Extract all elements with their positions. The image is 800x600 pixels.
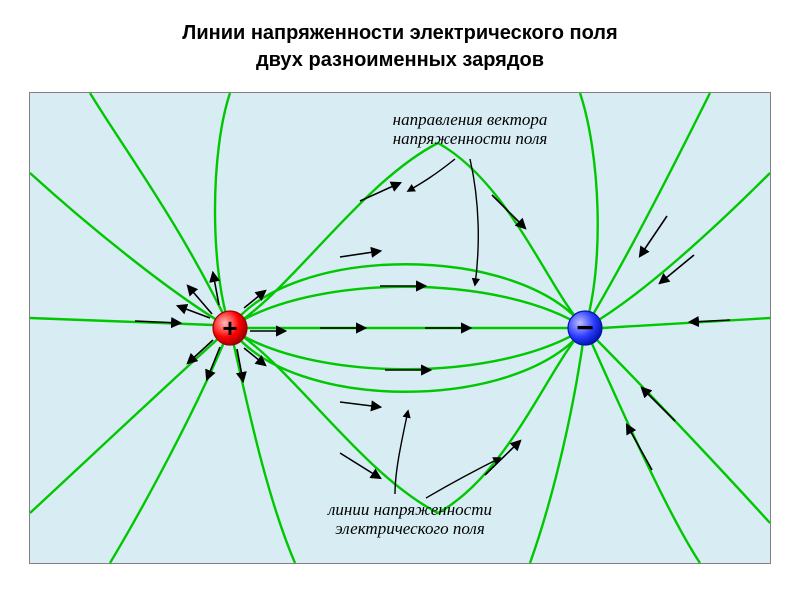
field-diagram-svg: + − направления векторанапряженности поля л… — [30, 93, 770, 563]
direction-arrow — [188, 340, 213, 363]
field-line — [580, 93, 598, 328]
direction-arrow — [340, 402, 380, 407]
annotation-pointer — [470, 159, 478, 285]
title-line1: Линии напряженности электрического поля — [182, 22, 617, 44]
field-line — [585, 328, 770, 523]
field-line — [585, 93, 710, 328]
plus-glyph: + — [222, 313, 237, 343]
field-line — [230, 328, 585, 369]
annotation-top: напряженности поля — [393, 129, 548, 148]
field-line — [30, 328, 230, 513]
field-line — [230, 328, 585, 513]
annotation-bottom: электрического поля — [335, 519, 485, 538]
annotation-pointer — [408, 159, 455, 191]
direction-arrow — [485, 441, 520, 475]
diagram-frame: + − направления векторанапряженности поля л… — [29, 92, 771, 564]
annotation-pointer — [426, 458, 500, 498]
field-line — [30, 318, 770, 328]
field-line — [110, 328, 230, 563]
direction-arrow — [642, 388, 675, 421]
direction-arrow — [627, 425, 652, 470]
direction-arrow — [207, 347, 220, 379]
direction-arrow — [340, 251, 380, 257]
title-line2: двух разноименных зарядов — [256, 49, 544, 71]
field-line — [30, 173, 230, 328]
field-line — [90, 93, 230, 328]
minus-glyph: − — [576, 312, 594, 345]
field-line — [230, 264, 585, 328]
field-line — [585, 173, 770, 328]
field-line — [585, 328, 700, 563]
annotation-top: направления вектора — [393, 110, 548, 129]
direction-arrow — [492, 195, 525, 228]
annotation-bottom: линии напряженности — [327, 500, 492, 519]
annotation-pointer — [395, 411, 408, 494]
field-line — [230, 143, 585, 328]
field-line — [230, 287, 585, 328]
field-line — [230, 328, 585, 392]
